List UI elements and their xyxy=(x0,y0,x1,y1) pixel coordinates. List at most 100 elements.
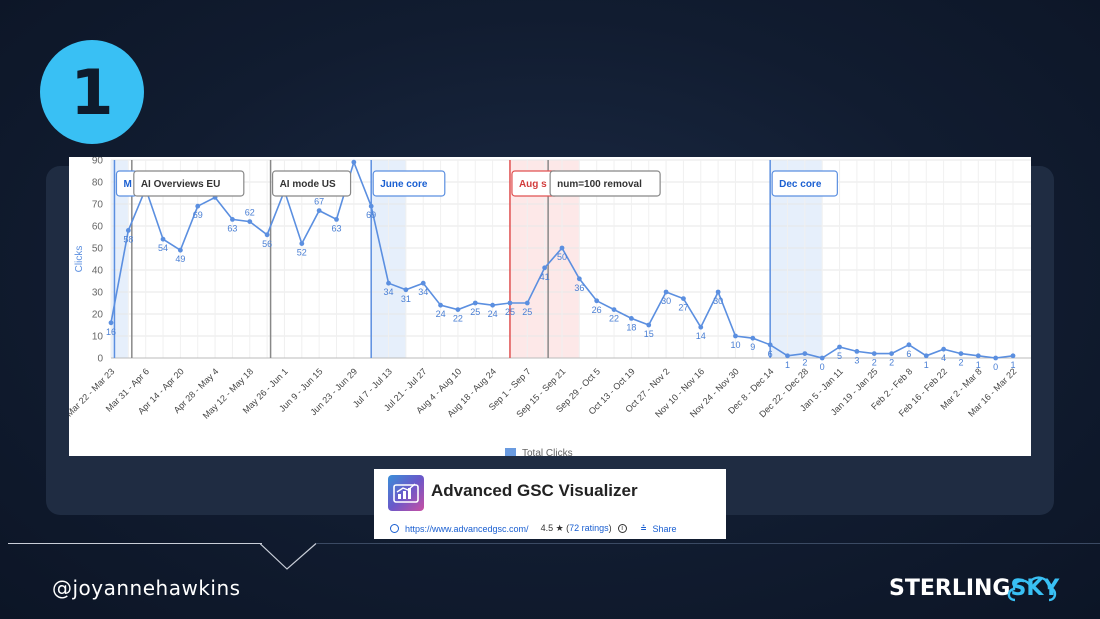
rating-close: ) xyxy=(608,523,612,533)
data-point xyxy=(299,241,305,246)
data-label: 54 xyxy=(158,243,168,253)
data-point xyxy=(871,351,877,356)
data-label: 1 xyxy=(976,360,981,370)
brand-name-part1: STERLING xyxy=(889,576,1011,601)
annotation-label-2: AI mode US xyxy=(280,179,336,190)
cloud-icon xyxy=(1007,576,1057,602)
annotation-box-6 xyxy=(771,170,838,197)
data-label: 69 xyxy=(193,210,203,220)
data-label: 9 xyxy=(750,342,755,352)
data-point xyxy=(975,353,981,359)
data-label: 34 xyxy=(384,287,394,297)
data-point xyxy=(507,300,513,306)
data-label: 49 xyxy=(175,254,185,264)
data-label: 6 xyxy=(906,349,911,359)
data-label: 67 xyxy=(314,197,324,207)
data-point xyxy=(334,217,339,222)
data-label: 14 xyxy=(696,331,706,341)
data-point xyxy=(906,342,912,348)
data-point xyxy=(698,324,704,330)
data-point xyxy=(767,342,773,348)
data-point xyxy=(177,247,183,253)
share-link[interactable]: Share xyxy=(652,523,677,534)
y-tick-label: 40 xyxy=(92,266,104,277)
data-label: 62 xyxy=(245,208,255,218)
data-point xyxy=(576,276,582,282)
data-point xyxy=(802,351,808,356)
y-tick-label: 90 xyxy=(92,157,104,167)
data-point xyxy=(785,353,790,359)
annotation-label-0: M xyxy=(123,179,131,190)
share-icon[interactable]: ⩮ xyxy=(640,523,647,534)
extension-rating: 4.5 ★ ( xyxy=(540,523,570,533)
footer-divider-left xyxy=(8,543,262,544)
data-label: 10 xyxy=(730,340,740,350)
verified-icon xyxy=(390,524,399,533)
data-point xyxy=(958,351,964,356)
data-point xyxy=(611,307,617,312)
slide-number: 1 xyxy=(70,55,114,129)
extension-url-link[interactable]: https://www.advancedgsc.com/ xyxy=(405,523,529,534)
data-label: 31 xyxy=(401,294,411,304)
data-label: 2 xyxy=(889,358,894,368)
data-label: 3 xyxy=(854,355,859,365)
y-axis-label: Clicks xyxy=(74,246,85,273)
clicks-chart-card: 0102030405060708090Clicks165877544969736… xyxy=(69,157,1031,456)
data-label: 41 xyxy=(540,272,550,282)
data-label: 22 xyxy=(609,314,619,324)
data-label: 2 xyxy=(958,358,963,368)
data-point xyxy=(854,349,860,354)
legend-swatch xyxy=(505,448,516,456)
data-label: 25 xyxy=(522,307,532,317)
footer-divider-notch xyxy=(260,543,317,570)
data-point xyxy=(750,335,756,341)
info-icon[interactable]: i xyxy=(617,524,627,533)
annotation-box-2 xyxy=(271,170,352,197)
data-label: 63 xyxy=(331,223,341,233)
data-point xyxy=(993,355,999,361)
clicks-line-chart: 0102030405060708090Clicks165877544969736… xyxy=(69,157,1031,421)
data-point xyxy=(837,344,842,350)
data-point xyxy=(455,307,461,312)
data-label: 1 xyxy=(924,360,929,370)
data-point xyxy=(316,208,322,213)
data-label: 0 xyxy=(993,362,998,372)
data-label: 2 xyxy=(802,358,807,368)
data-point xyxy=(1010,353,1016,359)
data-point xyxy=(108,320,114,326)
ratings-link[interactable]: 72 ratings xyxy=(569,523,609,533)
data-label: 50 xyxy=(557,252,567,262)
data-label: 1 xyxy=(1010,360,1015,370)
footer-divider-right xyxy=(316,543,1100,544)
data-label: 22 xyxy=(453,314,463,324)
data-point xyxy=(646,322,652,328)
data-point xyxy=(923,353,929,359)
data-label: 27 xyxy=(678,303,688,313)
data-label: 0 xyxy=(820,362,825,372)
data-label: 89 xyxy=(349,157,359,158)
data-point xyxy=(125,228,131,233)
data-point xyxy=(438,302,443,308)
extension-meta: https://www.advancedgsc.com/ 4.5 ★ (72 r… xyxy=(390,523,677,534)
data-point xyxy=(195,203,201,209)
data-label: 25 xyxy=(505,307,515,317)
data-label: 58 xyxy=(123,234,133,244)
data-label: 26 xyxy=(592,305,602,315)
data-point xyxy=(941,346,947,352)
data-label: 52 xyxy=(297,248,307,258)
slide-number-badge: 1 xyxy=(40,40,144,144)
data-point xyxy=(715,289,721,295)
data-label: 25 xyxy=(470,307,480,317)
data-label: 34 xyxy=(418,287,428,297)
data-label: 4 xyxy=(941,353,946,363)
extension-title: Advanced GSC Visualizer xyxy=(431,481,638,500)
extension-card[interactable]: Advanced GSC Visualizer https://www.adva… xyxy=(374,469,726,539)
data-point xyxy=(594,298,600,304)
bar-chart-icon xyxy=(388,475,424,511)
data-point xyxy=(264,232,270,238)
data-point xyxy=(663,289,669,295)
data-point xyxy=(889,351,894,356)
data-label: 30 xyxy=(661,296,671,306)
chart-legend[interactable]: Total Clicks xyxy=(505,448,573,456)
data-point xyxy=(230,217,235,222)
